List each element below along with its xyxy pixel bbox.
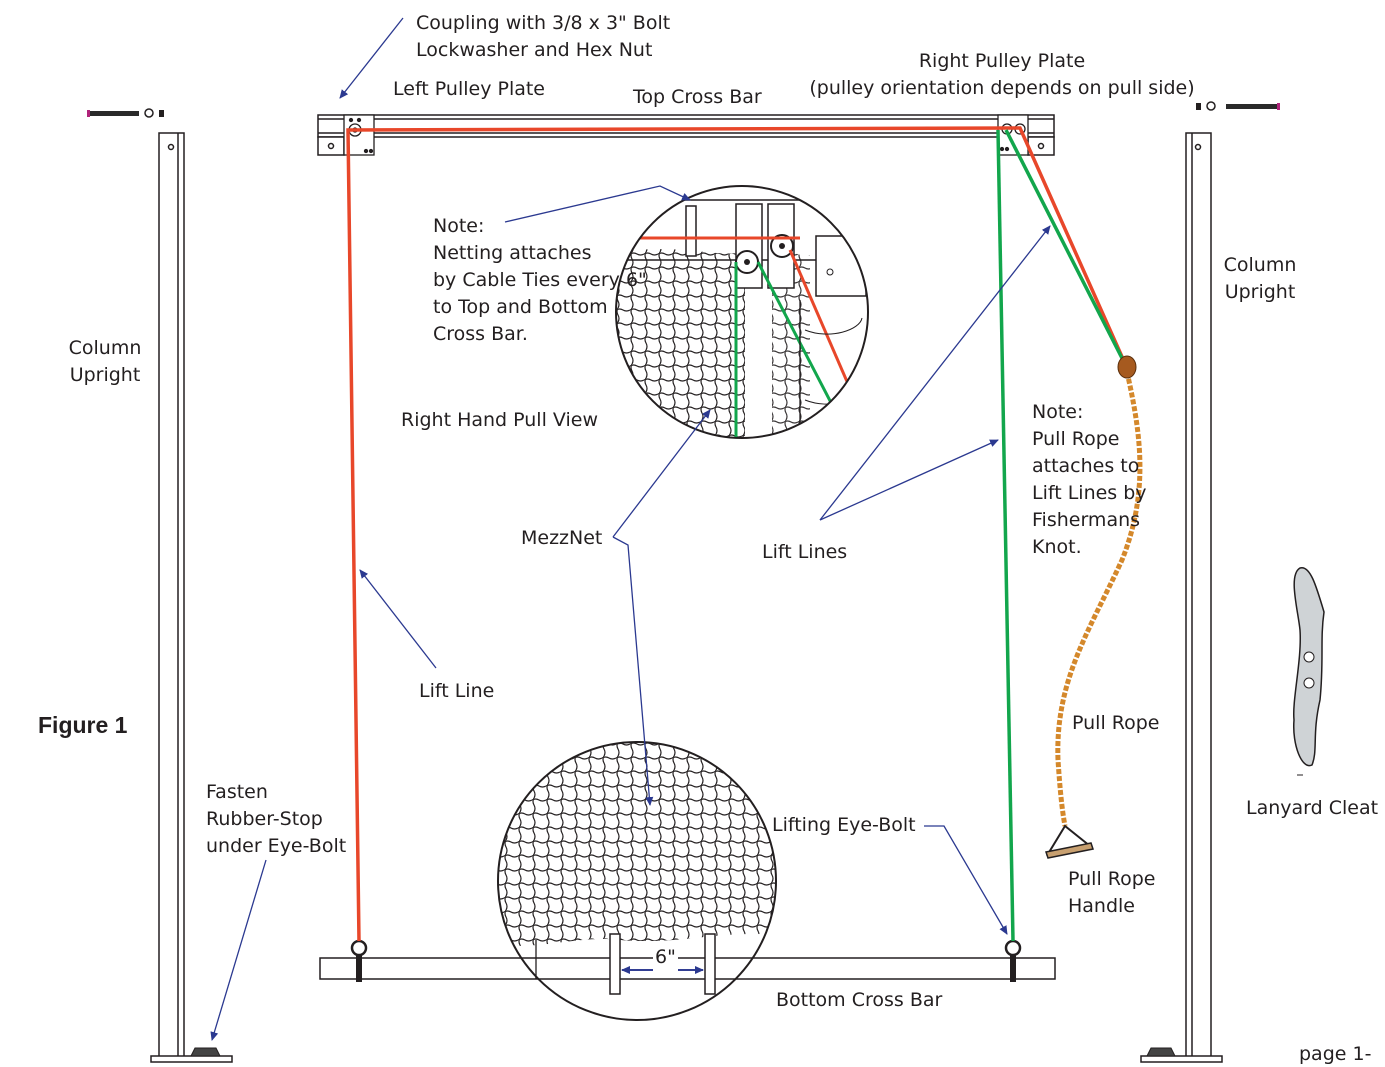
coupling-label: Coupling with 3/8 x 3" Bolt Lockwasher a… <box>416 10 670 64</box>
netting-note: Note: Netting attaches by Cable Ties eve… <box>433 213 647 348</box>
pull-rope-note-line-4: Lift Lines by <box>1032 482 1147 504</box>
netting-note-line-3: by Cable Ties every 6" <box>433 269 647 291</box>
lift-lines-label: Lift Lines <box>762 541 848 563</box>
bottom-netting-detail <box>497 741 777 1021</box>
leader-lines <box>210 17 1051 1041</box>
lanyard-cleat <box>1292 567 1325 776</box>
top-cross-bar-label: Top Cross Bar <box>633 86 762 108</box>
pull-rope-label: Pull Rope <box>1072 712 1160 734</box>
right-pulley-plate-line-2: (pulley orientation depends on pull side… <box>809 77 1195 99</box>
mezznet-label: MezzNet <box>521 527 603 549</box>
pull-rope-handle-line-2: Handle <box>1068 895 1136 917</box>
fasten-line-3: under Eye-Bolt <box>206 835 347 857</box>
rubber-stop-right <box>1146 1047 1176 1057</box>
pull-rope-note-line-5: Fishermans <box>1032 509 1141 531</box>
right-hand-pull-detail <box>615 185 869 439</box>
lift-lines <box>346 126 1129 942</box>
pull-rope-note-line-6: Knot. <box>1032 536 1082 558</box>
left-pulley-plate-label: Left Pulley Plate <box>393 78 545 100</box>
rubber-stop-left <box>190 1047 221 1057</box>
pull-rope-note-line-1: Note: <box>1032 401 1084 423</box>
netting-note-line-5: Cross Bar. <box>433 323 528 345</box>
coupling-line-2: Lockwasher and Hex Nut <box>416 39 653 61</box>
netting-note-line-2: Netting attaches <box>433 242 592 264</box>
netting-note-line-1: Note: <box>433 215 485 237</box>
lift-line-label: Lift Line <box>419 680 495 702</box>
six-inch-spacing-label: 6" <box>653 944 678 971</box>
lanyard-cleat-label: Lanyard Cleat <box>1246 797 1379 819</box>
right-column-upright <box>1140 132 1223 1063</box>
bottom-cross-bar-label: Bottom Cross Bar <box>776 989 943 1011</box>
lifting-eye-bolt-label: Lifting Eye-Bolt <box>772 814 916 836</box>
pull-rope-handle-line-1: Pull Rope <box>1068 868 1156 890</box>
eye-bolt-right <box>1004 939 1022 982</box>
page-number: page 1- <box>1299 1043 1372 1065</box>
column-upright-left-label: Column Upright <box>60 335 150 389</box>
pull-rope <box>1055 355 1143 827</box>
pull-rope-handle <box>1045 824 1094 859</box>
pull-rope-note-line-2: Pull Rope <box>1032 428 1120 450</box>
pull-rope-handle-label: Pull Rope Handle <box>1068 866 1156 920</box>
right-hand-pull-view-label: Right Hand Pull View <box>401 409 598 431</box>
column-upright-right-line-1: Column <box>1223 254 1297 276</box>
right-pulley-plate-label: Right Pulley Plate (pulley orientation d… <box>806 48 1198 102</box>
coupling-line-1: Coupling with 3/8 x 3" Bolt <box>416 12 671 34</box>
pull-rope-note-line-3: attaches to <box>1032 455 1140 477</box>
figure-title: Figure 1 <box>38 712 128 738</box>
column-upright-right-line-2: Upright <box>1224 281 1296 303</box>
column-upright-left-line-1: Column <box>68 337 142 359</box>
right-pulley-plate-line-1: Right Pulley Plate <box>918 50 1086 72</box>
fasten-line-2: Rubber-Stop <box>206 808 323 830</box>
bolt-hardware-left <box>87 108 164 118</box>
fasten-line-1: Fasten <box>206 781 268 803</box>
column-upright-right-label: Column Upright <box>1215 252 1305 306</box>
top-cross-bar <box>317 114 1055 156</box>
pull-rope-note: Note: Pull Rope attaches to Lift Lines b… <box>1032 399 1147 561</box>
fasten-note: Fasten Rubber-Stop under Eye-Bolt <box>206 779 346 860</box>
netting-note-line-4: to Top and Bottom <box>433 296 608 318</box>
column-upright-left-line-2: Upright <box>69 364 141 386</box>
left-column-upright <box>150 132 233 1063</box>
bolt-hardware-right <box>1196 101 1280 111</box>
